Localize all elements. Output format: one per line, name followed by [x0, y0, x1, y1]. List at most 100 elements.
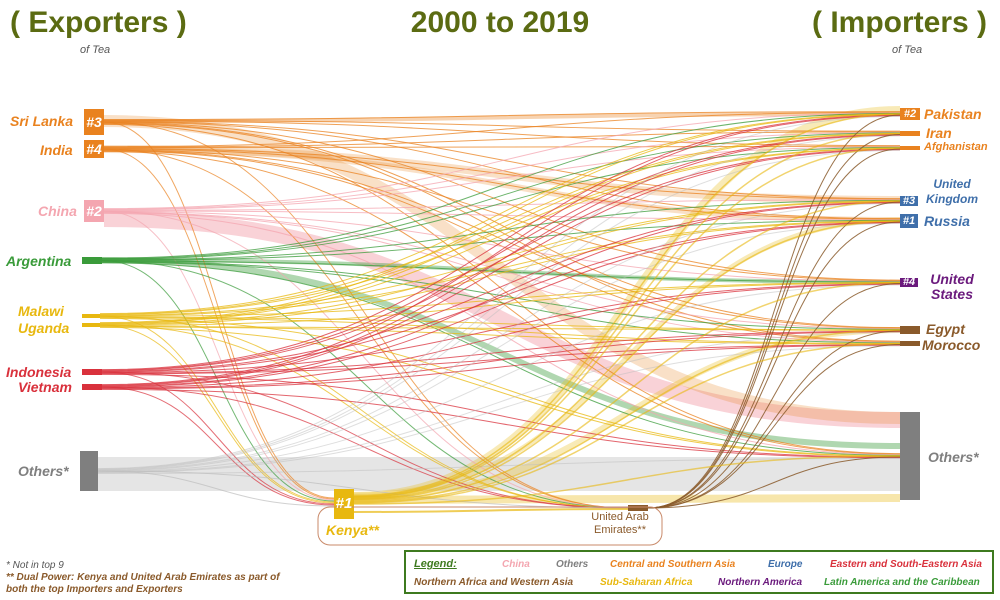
- flow-india-pakistan: [103, 111, 901, 148]
- flow-uae-egypt: [647, 330, 901, 509]
- flow-others-afghanistan: [97, 149, 901, 471]
- flow-uganda-uk: [99, 201, 901, 325]
- flow-china-kenya: [103, 210, 335, 501]
- flow-vietnam-russia: [101, 222, 901, 388]
- dual-node-kenya: [334, 489, 354, 519]
- importer-label-pakistan: Pakistan: [924, 106, 982, 122]
- flow-band-kenya-others: [353, 494, 901, 504]
- flow-band-argentina-others: [101, 257, 901, 449]
- exporter-rank-india: #4: [86, 141, 102, 157]
- flow-uganda-morocco: [99, 326, 901, 345]
- flow-malawi-usa: [99, 282, 901, 318]
- flow-indonesia-pakistan: [101, 114, 901, 371]
- flow-india-russia: [103, 148, 901, 220]
- importer-rank-russia: #1: [902, 215, 916, 227]
- exporter-node-others: [80, 451, 98, 491]
- flow-india-iran: [103, 131, 901, 148]
- legend-item-eastern-southeastern-asia: Eastern and South-Eastern Asia: [830, 559, 982, 570]
- importer-node-russia: [900, 214, 918, 228]
- importer-label-afghanistan: Afghanistan: [924, 141, 988, 153]
- flow-kenya-egypt: [353, 329, 901, 503]
- dual-rank-kenya: #1: [335, 495, 353, 512]
- importer-node-morocco: [900, 341, 920, 346]
- flow-kenya-others: [353, 455, 901, 505]
- exporter-label-india: India: [40, 142, 73, 158]
- exporter-node-indonesia: [82, 369, 102, 375]
- flow-others-kenya: [97, 470, 335, 507]
- flow-sri_lanka-others: [103, 123, 901, 455]
- exporter-rank-sri_lanka: #3: [86, 114, 102, 130]
- importer-label-others: Others*: [928, 449, 979, 465]
- importer-node-iran: [900, 131, 920, 136]
- flow-others-uk: [97, 202, 901, 471]
- legend-item-central-southern-asia: Central and Southern Asia: [610, 559, 736, 570]
- flow-kenya-usa: [353, 281, 901, 502]
- exporter-label-sri_lanka: Sri Lanka: [10, 113, 74, 129]
- exporter-node-india: [84, 140, 104, 158]
- importer-label-usa: United States: [930, 271, 974, 302]
- flow-uae-usa: [647, 283, 901, 509]
- flow-uganda-kenya: [99, 324, 335, 504]
- flow-sri_lanka-egypt: [103, 122, 901, 329]
- flow-china-afghanistan: [103, 146, 901, 211]
- importer-node-egypt: [900, 326, 920, 334]
- importer-node-afghanistan: [900, 146, 920, 150]
- flow-uganda-iran: [99, 133, 901, 324]
- flow-kenya-uk: [353, 200, 901, 500]
- flow-china-egypt: [103, 211, 901, 330]
- importer-node-pakistan: [900, 108, 920, 120]
- flow-malawi-pakistan: [99, 113, 901, 315]
- flow-china-usa: [103, 211, 901, 282]
- flow-indonesia-usa: [101, 283, 901, 374]
- flow-indonesia-uk: [101, 201, 901, 372]
- flow-uae-afghanistan: [647, 148, 901, 509]
- flow-sri_lanka-pakistan: [103, 111, 901, 121]
- flow-kenya-iran: [353, 132, 901, 498]
- flow-layer: [97, 106, 901, 513]
- importer-node-others: [900, 412, 920, 500]
- legend-item-others: Others: [556, 559, 589, 570]
- note-not-top-nine: * Not in top 9: [6, 560, 64, 571]
- flow-kenya-afghanistan: [353, 147, 901, 499]
- flow-china-russia: [103, 210, 901, 221]
- dual-label-kenya: Kenya**: [326, 522, 379, 538]
- exporters-heading: ( Exporters ): [10, 6, 187, 39]
- flow-argentina-morocco: [101, 261, 901, 344]
- flow-vietnam-uk: [101, 202, 901, 387]
- flow-india-afghanistan: [103, 145, 901, 149]
- flow-uae-others: [647, 456, 901, 509]
- flow-uae-pakistan: [647, 114, 901, 509]
- exporter-label-argentina: Argentina: [6, 253, 72, 269]
- flow-argentina-uk: [101, 199, 901, 261]
- flow-sri_lanka-morocco: [103, 123, 901, 342]
- chart-title: 2000 to 2019: [410, 6, 590, 39]
- legend-item-europe: Europe: [768, 559, 803, 570]
- flow-uganda-usa: [99, 282, 901, 327]
- flow-sri_lanka-uae: [103, 121, 629, 509]
- flow-malawi-iran: [99, 133, 901, 315]
- importer-label-egypt: Egypt: [926, 321, 965, 337]
- flow-malawi-afghanistan: [99, 147, 901, 316]
- flow-others-egypt: [97, 331, 901, 473]
- flow-vietnam-others: [101, 388, 901, 459]
- flow-band-sri-lanka-pakistan: [103, 112, 901, 123]
- flow-vietnam-kenya: [101, 386, 335, 506]
- flow-uae-iran: [647, 134, 901, 509]
- flow-india-uae: [103, 148, 629, 509]
- exporter-node-malawi: [82, 314, 100, 318]
- flow-vietnam-morocco: [101, 344, 901, 390]
- dual-node-uae: [628, 505, 648, 511]
- flow-india-egypt: [103, 149, 901, 329]
- exporter-node-china: [84, 200, 104, 222]
- flow-others-iran: [97, 135, 901, 470]
- importer-node-usa: [900, 278, 918, 287]
- flow-indonesia-russia: [101, 221, 901, 373]
- importer-rank-usa: #4: [902, 276, 916, 288]
- legend-item-sub-saharan-africa: Sub-Saharan Africa: [600, 577, 693, 588]
- flow-band-china-others: [103, 211, 901, 428]
- flow-kenya-russia: [353, 220, 901, 501]
- flow-others-usa: [97, 284, 901, 473]
- legend-item-north-africa-west-asia: Northern Africa and Western Asia: [414, 577, 574, 588]
- flow-others-pakistan: [97, 115, 901, 470]
